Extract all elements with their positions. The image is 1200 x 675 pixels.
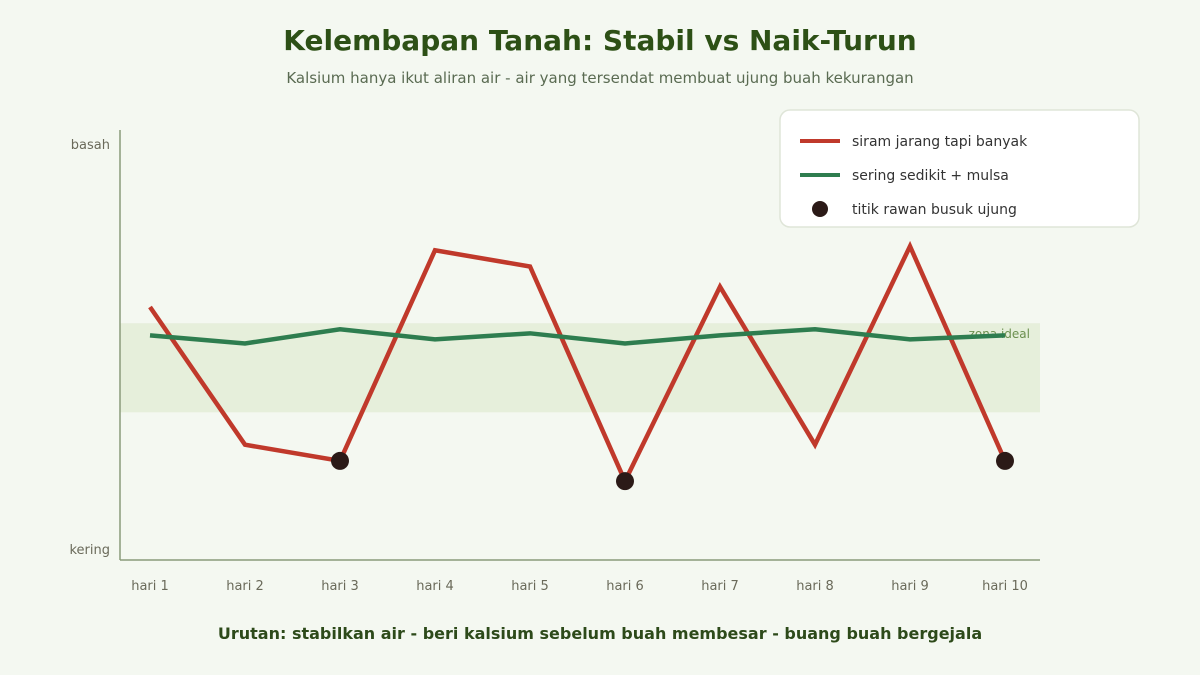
- x-tick-label: hari 6: [606, 579, 644, 594]
- legend-label-risk-point: titik rawan busuk ujung: [852, 202, 1017, 218]
- x-tick-label: hari 8: [796, 579, 834, 594]
- legend-swatch-risk-point: [812, 201, 828, 217]
- x-tick-label: hari 4: [416, 579, 454, 594]
- x-axis-tick-labels: hari 1 hari 2 hari 3 hari 4 hari 5 hari 6 hari…: [131, 579, 1028, 594]
- legend-label-steady: sering sedikit + mulsa: [852, 168, 1009, 184]
- x-tick-label: hari 3: [321, 579, 359, 594]
- series-line-steady: [149, 327, 1006, 346]
- y-axis-bottom-label: kering: [69, 543, 110, 558]
- x-tick-label: hari 7: [701, 579, 739, 594]
- risk-points-layer: [331, 451, 1014, 491]
- risk-point-marker: [331, 451, 349, 470]
- x-tick-label: hari 5: [511, 579, 549, 594]
- chart-subtitle: Kalsium hanya ikut aliran air - air yang…: [286, 69, 914, 87]
- risk-point-marker: [996, 451, 1014, 470]
- y-axis-top-label: basah: [71, 138, 110, 153]
- legend: siram jarang tapi banyak sering sedikit …: [779, 109, 1140, 228]
- series-layer: [148, 240, 1008, 487]
- x-tick-label: hari 9: [891, 579, 929, 594]
- x-tick-label: hari 1: [131, 579, 169, 594]
- x-tick-label: hari 2: [226, 579, 264, 594]
- series-line-erratic: [148, 240, 1008, 487]
- chart-footer-note: Urutan: stabilkan air - beri kalsium seb…: [217, 624, 983, 643]
- chart-title: Kelembapan Tanah: Stabil vs Naik-Turun: [283, 24, 917, 57]
- risk-point-marker: [616, 472, 634, 491]
- legend-label-erratic: siram jarang tapi banyak: [852, 134, 1028, 150]
- x-tick-label: hari 10: [982, 579, 1028, 594]
- legend-box: [779, 109, 1140, 228]
